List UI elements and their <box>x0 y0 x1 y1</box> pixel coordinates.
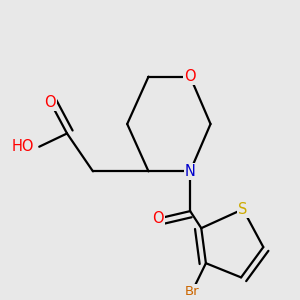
Text: Br: Br <box>185 285 199 298</box>
Text: O: O <box>184 69 196 84</box>
Text: S: S <box>238 202 248 217</box>
Text: O: O <box>152 211 164 226</box>
Text: O: O <box>44 95 56 110</box>
Text: HO: HO <box>12 139 34 154</box>
Text: N: N <box>185 164 196 179</box>
